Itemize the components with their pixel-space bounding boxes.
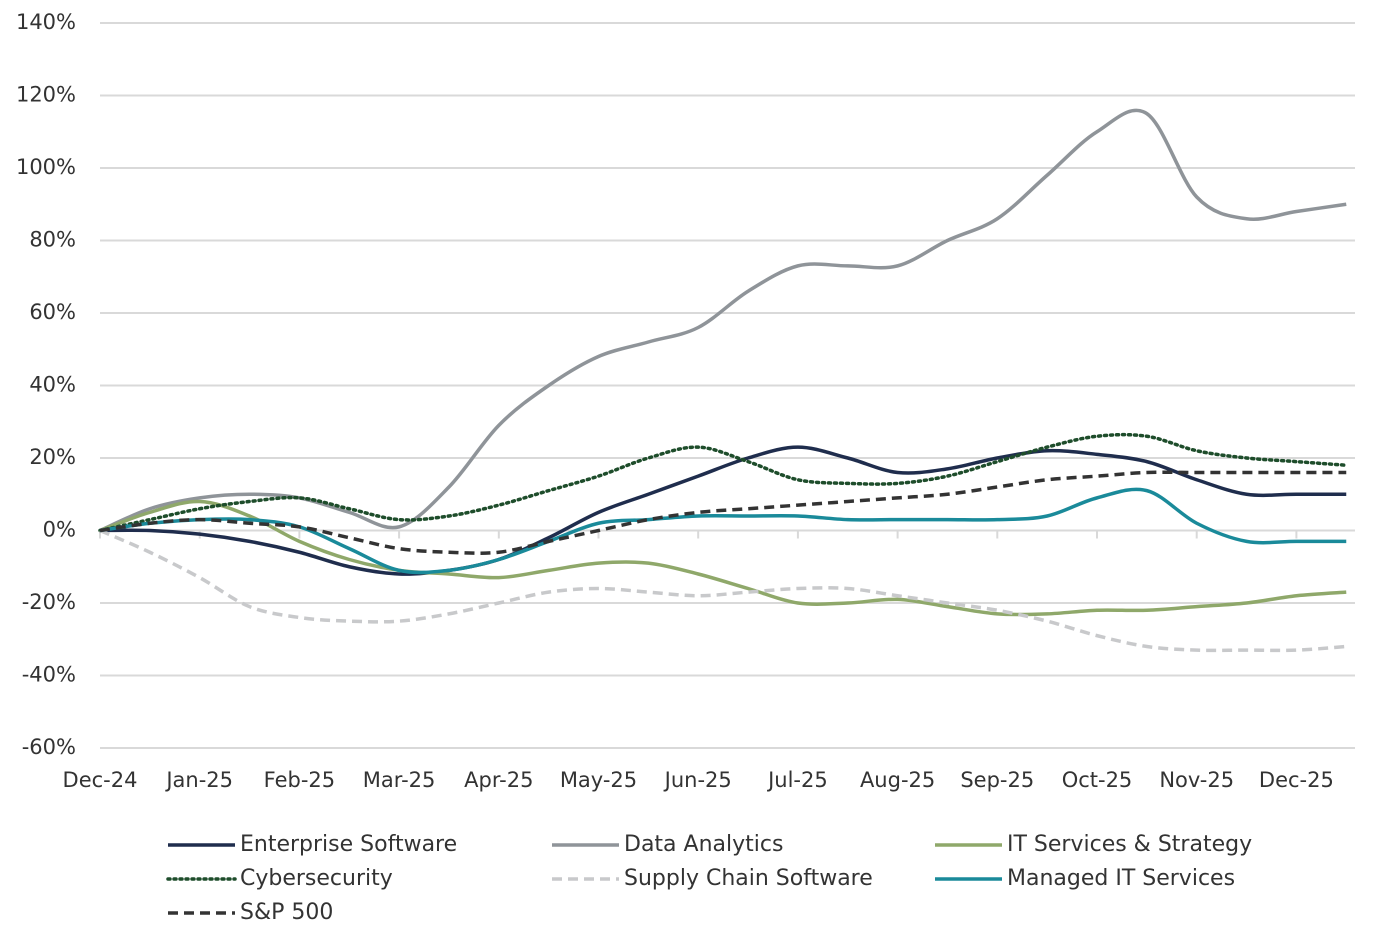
legend-label: IT Services & Strategy (1007, 832, 1252, 857)
y-tick-label: 20% (29, 445, 76, 469)
y-tick-label: 100% (16, 155, 76, 179)
legend-label: S&P 500 (240, 900, 333, 925)
series-line (99, 528, 1347, 653)
x-tick-label: Dec-24 (63, 768, 138, 792)
legend-label: Data Analytics (624, 832, 783, 857)
y-tick-label: 0% (43, 518, 76, 542)
legend-label: Cybersecurity (240, 866, 393, 891)
y-tick-label: 120% (16, 83, 76, 107)
legend-label: Supply Chain Software (624, 866, 873, 891)
y-tick-label: -60% (22, 735, 76, 759)
series-line (99, 499, 1347, 617)
x-tick-label: Jan-25 (164, 768, 233, 792)
y-tick-label: -20% (22, 590, 76, 614)
y-tick-label: 60% (29, 300, 76, 324)
x-tick-label: Oct-25 (1062, 768, 1133, 792)
series-line (98, 432, 1348, 533)
x-tick-label: Jul-25 (766, 768, 828, 792)
legend-label: Managed IT Services (1007, 866, 1235, 891)
legend-label: Enterprise Software (240, 832, 457, 857)
series-line (99, 470, 1347, 555)
y-tick-label: 80% (29, 228, 76, 252)
x-tick-label: May-25 (560, 768, 637, 792)
x-tick-label: Dec-25 (1259, 768, 1334, 792)
y-tick-label: -40% (22, 663, 76, 687)
series-line (99, 487, 1347, 575)
y-tick-label: 40% (29, 373, 76, 397)
x-tick-label: Sep-25 (960, 768, 1034, 792)
x-tick-label: Jun-25 (663, 768, 732, 792)
x-tick-label: Mar-25 (363, 768, 436, 792)
x-tick-label: Nov-25 (1159, 768, 1234, 792)
x-tick-label: Aug-25 (860, 768, 935, 792)
y-tick-label: 140% (16, 10, 76, 34)
x-tick-label: Apr-25 (464, 768, 533, 792)
x-tick-label: Feb-25 (264, 768, 335, 792)
series-line (99, 445, 1347, 576)
